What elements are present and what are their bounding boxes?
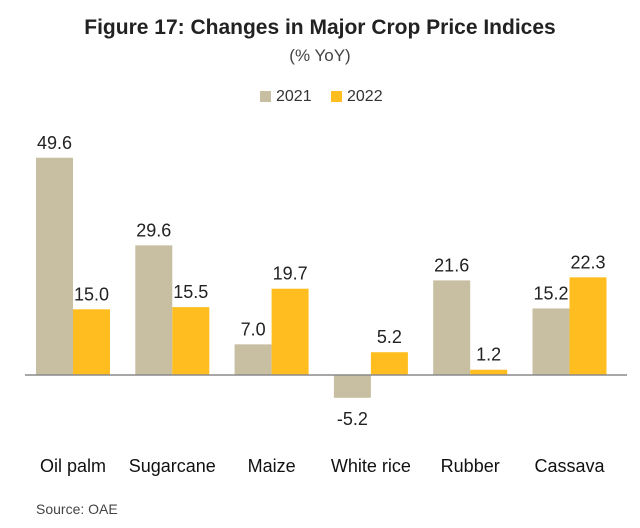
data-label-2022-cassava: 22.3 bbox=[570, 252, 605, 272]
bars-group bbox=[36, 157, 607, 398]
legend: 2021 2022 bbox=[260, 88, 383, 105]
category-label-maize: Maize bbox=[248, 456, 296, 476]
bar-2021-cassava bbox=[532, 308, 570, 375]
legend-label-2021: 2021 bbox=[276, 88, 312, 105]
source-note: Source: OAE bbox=[36, 501, 118, 517]
bar-2022-sugarcane bbox=[172, 307, 210, 375]
chart-subtitle: (% YoY) bbox=[289, 46, 350, 65]
data-label-2021-cassava: 15.2 bbox=[533, 283, 568, 303]
category-labels-group: Oil palm Sugarcane Maize White rice Rubber Ca… bbox=[40, 456, 606, 476]
data-label-2021-rubber: 21.6 bbox=[434, 255, 469, 275]
bar-2022-oil-palm bbox=[73, 309, 110, 375]
bar-2021-white-rice bbox=[333, 375, 371, 398]
category-label-white-rice: White rice bbox=[331, 456, 411, 476]
data-labels-group: 49.6 15.0 29.6 15.5 7.0 19.7 -5.2 5.2 21.6 1.2 15.… bbox=[37, 133, 606, 429]
data-label-2021-maize: 7.0 bbox=[241, 319, 266, 339]
bar-2022-cassava bbox=[569, 277, 607, 375]
bar-2022-white-rice bbox=[370, 352, 408, 375]
data-label-2022-sugarcane: 15.5 bbox=[173, 282, 208, 302]
data-label-2021-white-rice: -5.2 bbox=[337, 409, 368, 429]
data-label-2022-oil-palm: 15.0 bbox=[74, 284, 109, 304]
bar-2021-rubber bbox=[433, 280, 471, 375]
data-label-2021-sugarcane: 29.6 bbox=[136, 220, 171, 240]
data-label-2022-rubber: 1.2 bbox=[476, 345, 501, 365]
legend-label-2022: 2022 bbox=[347, 88, 383, 105]
data-label-2021-oil-palm: 49.6 bbox=[37, 133, 72, 153]
chart-title: Figure 17: Changes in Major Crop Price I… bbox=[84, 16, 555, 39]
bar-2021-oil-palm bbox=[36, 157, 73, 375]
bar-2021-maize bbox=[234, 344, 272, 375]
legend-swatch-2021 bbox=[260, 91, 271, 102]
data-label-2022-maize: 19.7 bbox=[273, 264, 308, 284]
category-label-sugarcane: Sugarcane bbox=[129, 456, 216, 476]
bar-2022-maize bbox=[271, 288, 309, 375]
data-label-2022-white-rice: 5.2 bbox=[377, 327, 402, 347]
legend-swatch-2022 bbox=[331, 91, 342, 102]
category-label-rubber: Rubber bbox=[441, 456, 500, 476]
category-label-cassava: Cassava bbox=[534, 456, 605, 476]
bar-2021-sugarcane bbox=[135, 245, 173, 375]
category-label-oil-palm: Oil palm bbox=[40, 456, 106, 476]
bar-2022-rubber bbox=[470, 369, 508, 375]
